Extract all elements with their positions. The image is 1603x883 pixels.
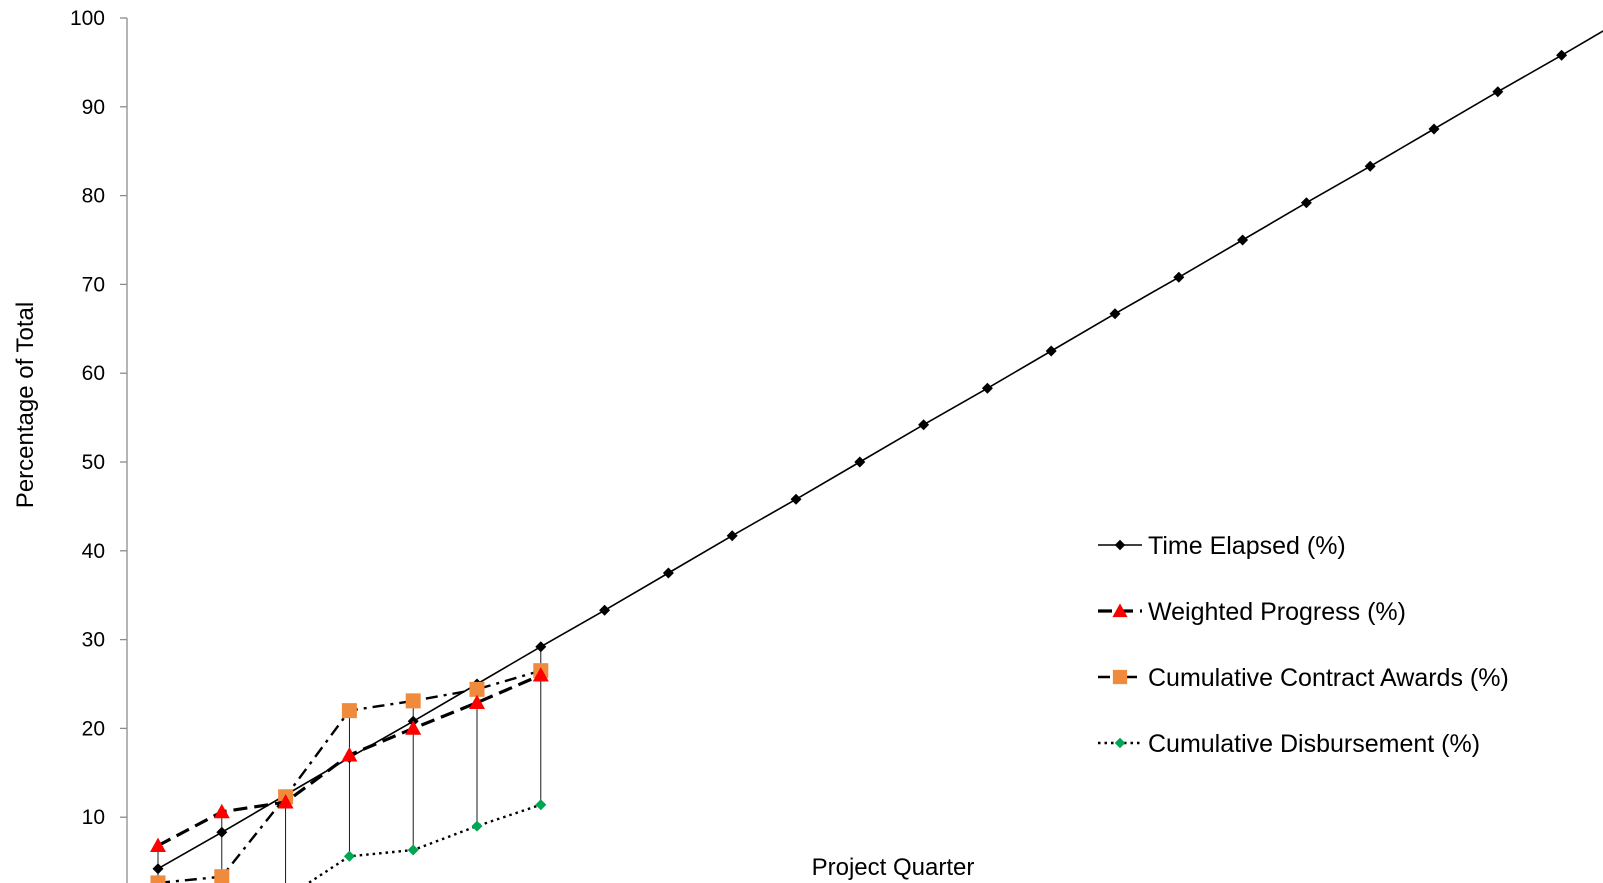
data-point bbox=[1109, 308, 1121, 320]
data-point bbox=[214, 869, 230, 883]
legend-label: Cumulative Contract Awards (%) bbox=[1148, 664, 1509, 692]
data-point bbox=[407, 844, 419, 856]
data-point bbox=[1492, 86, 1504, 98]
legend: Time Elapsed (%) Weighted Progress (%) Cum… bbox=[1098, 532, 1509, 758]
data-point bbox=[469, 681, 485, 697]
data-point bbox=[469, 694, 485, 710]
data-point bbox=[790, 493, 802, 505]
y-tick-label: 100 bbox=[70, 7, 105, 30]
series-2 bbox=[150, 667, 549, 853]
y-tick-label: 20 bbox=[82, 717, 105, 740]
data-point bbox=[1364, 160, 1376, 172]
y-tick-label: 60 bbox=[82, 362, 105, 385]
y-tick-label: 90 bbox=[82, 96, 105, 119]
data-point bbox=[535, 641, 547, 653]
series-4 bbox=[306, 799, 547, 883]
legend-item: Time Elapsed (%) bbox=[1098, 532, 1346, 560]
data-point bbox=[1045, 345, 1057, 357]
legend-marker bbox=[1112, 669, 1128, 685]
data-point bbox=[216, 826, 228, 838]
data-point bbox=[918, 419, 930, 431]
data-point bbox=[1300, 197, 1312, 209]
data-point bbox=[341, 747, 358, 762]
data-point bbox=[152, 863, 164, 875]
data-point bbox=[213, 803, 230, 819]
data-point bbox=[599, 604, 611, 616]
data-point bbox=[981, 382, 993, 394]
data-point bbox=[343, 850, 355, 862]
y-tick-label: 50 bbox=[82, 451, 105, 474]
legend-item: Cumulative Disbursement (%) bbox=[1098, 730, 1480, 758]
y-tick-label: 40 bbox=[82, 540, 105, 563]
data-point bbox=[1428, 123, 1440, 135]
data-point bbox=[1237, 234, 1249, 246]
data-point bbox=[150, 837, 166, 853]
series-layer bbox=[150, 30, 1603, 883]
series-line bbox=[157, 30, 1603, 870]
data-point bbox=[726, 530, 738, 542]
y-axis: 10 20 30 40 50 60 70 80 90 100 bbox=[70, 7, 128, 883]
legend-label: Time Elapsed (%) bbox=[1148, 532, 1346, 560]
y-axis-title: Percentage of Total bbox=[12, 302, 39, 508]
data-point bbox=[662, 567, 674, 579]
data-point bbox=[532, 667, 549, 682]
data-point bbox=[1556, 49, 1568, 61]
data-point bbox=[854, 456, 866, 468]
legend-marker bbox=[1114, 737, 1126, 749]
data-point bbox=[535, 799, 547, 811]
data-point bbox=[471, 820, 483, 832]
data-point bbox=[341, 703, 357, 719]
legend-item: Weighted Progress (%) bbox=[1098, 598, 1406, 626]
data-point bbox=[405, 720, 422, 735]
legend-marker bbox=[1114, 539, 1126, 551]
y-tick-label: 80 bbox=[82, 185, 105, 208]
y-tick-label: 30 bbox=[82, 629, 105, 652]
data-point bbox=[405, 693, 421, 709]
legend-label: Weighted Progress (%) bbox=[1148, 598, 1406, 626]
data-point bbox=[1173, 271, 1185, 283]
legend-item: Cumulative Contract Awards (%) bbox=[1098, 664, 1509, 692]
data-point bbox=[150, 875, 166, 883]
x-axis-title: Project Quarter bbox=[812, 854, 975, 881]
y-tick-label: 10 bbox=[82, 806, 105, 829]
y-tick-label: 70 bbox=[82, 273, 105, 296]
data-point bbox=[277, 794, 294, 809]
series-3 bbox=[150, 663, 549, 883]
legend-label: Cumulative Disbursement (%) bbox=[1148, 730, 1480, 758]
legend-marker bbox=[1112, 603, 1128, 618]
